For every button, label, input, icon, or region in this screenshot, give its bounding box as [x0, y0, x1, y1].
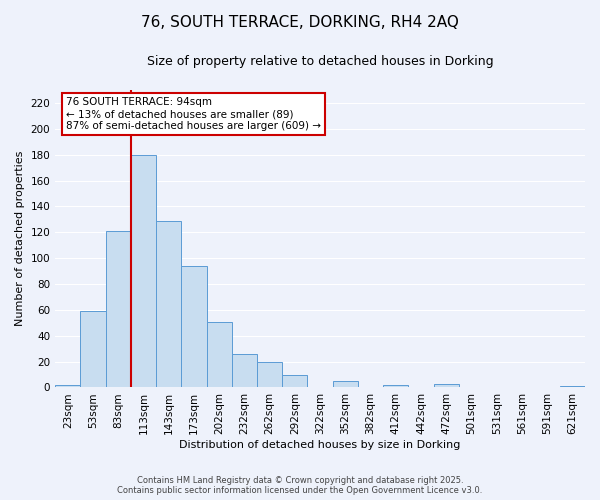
Bar: [181, 266, 206, 388]
Bar: [232, 354, 257, 388]
Text: 76, SOUTH TERRACE, DORKING, RH4 2AQ: 76, SOUTH TERRACE, DORKING, RH4 2AQ: [141, 15, 459, 30]
Bar: [332, 381, 358, 388]
Bar: [257, 362, 282, 388]
Bar: [131, 154, 156, 388]
Bar: [106, 231, 131, 388]
Bar: [434, 384, 459, 388]
X-axis label: Distribution of detached houses by size in Dorking: Distribution of detached houses by size …: [179, 440, 461, 450]
Bar: [55, 385, 80, 388]
Text: Contains HM Land Registry data © Crown copyright and database right 2025.
Contai: Contains HM Land Registry data © Crown c…: [118, 476, 482, 495]
Bar: [383, 385, 409, 388]
Bar: [156, 220, 181, 388]
Title: Size of property relative to detached houses in Dorking: Size of property relative to detached ho…: [147, 55, 493, 68]
Bar: [206, 322, 232, 388]
Bar: [282, 374, 307, 388]
Bar: [80, 311, 106, 388]
Text: 76 SOUTH TERRACE: 94sqm
← 13% of detached houses are smaller (89)
87% of semi-de: 76 SOUTH TERRACE: 94sqm ← 13% of detache…: [66, 98, 321, 130]
Bar: [560, 386, 585, 388]
Y-axis label: Number of detached properties: Number of detached properties: [15, 151, 25, 326]
